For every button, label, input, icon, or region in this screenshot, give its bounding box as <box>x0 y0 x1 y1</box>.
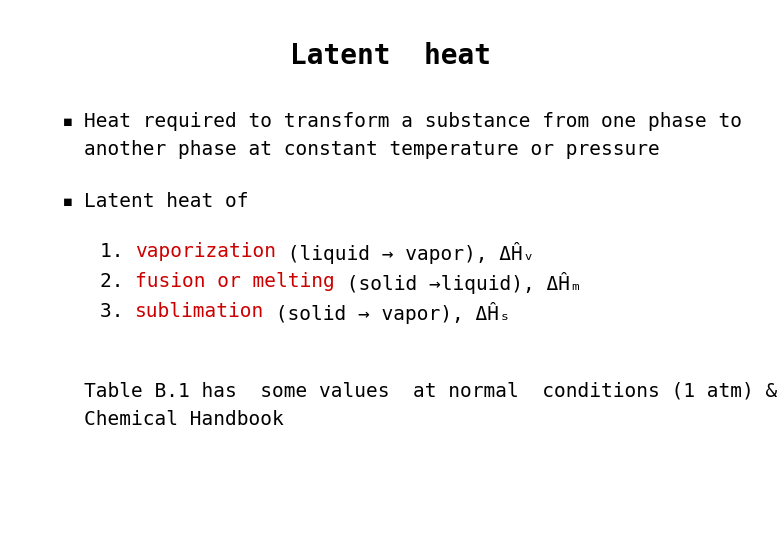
Text: Table B.1 has  some values  at normal  conditions (1 atm) & Perry’s: Table B.1 has some values at normal cond… <box>84 382 780 401</box>
Text: ▪: ▪ <box>62 112 98 131</box>
Text: fusion or melting: fusion or melting <box>135 272 335 291</box>
Text: 1.: 1. <box>100 242 135 261</box>
Text: Heat required to transform a substance from one phase to: Heat required to transform a substance f… <box>84 112 742 131</box>
Text: (solid → vapor), ΔĤₛ: (solid → vapor), ΔĤₛ <box>264 302 511 324</box>
Text: 3.: 3. <box>100 302 135 321</box>
Text: (solid →liquid), ΔĤₘ: (solid →liquid), ΔĤₘ <box>335 272 582 294</box>
Text: another phase at constant temperature or pressure: another phase at constant temperature or… <box>84 140 660 159</box>
Text: 2.: 2. <box>100 272 135 291</box>
Text: Latent heat of: Latent heat of <box>84 192 249 211</box>
Text: Chemical Handbook: Chemical Handbook <box>84 410 284 429</box>
Text: ▪: ▪ <box>62 192 98 211</box>
Text: vaporization: vaporization <box>135 242 276 261</box>
Text: sublimation: sublimation <box>135 302 264 321</box>
Text: (liquid → vapor), ΔĤᵥ: (liquid → vapor), ΔĤᵥ <box>276 242 535 264</box>
Text: Latent  heat: Latent heat <box>289 42 491 70</box>
